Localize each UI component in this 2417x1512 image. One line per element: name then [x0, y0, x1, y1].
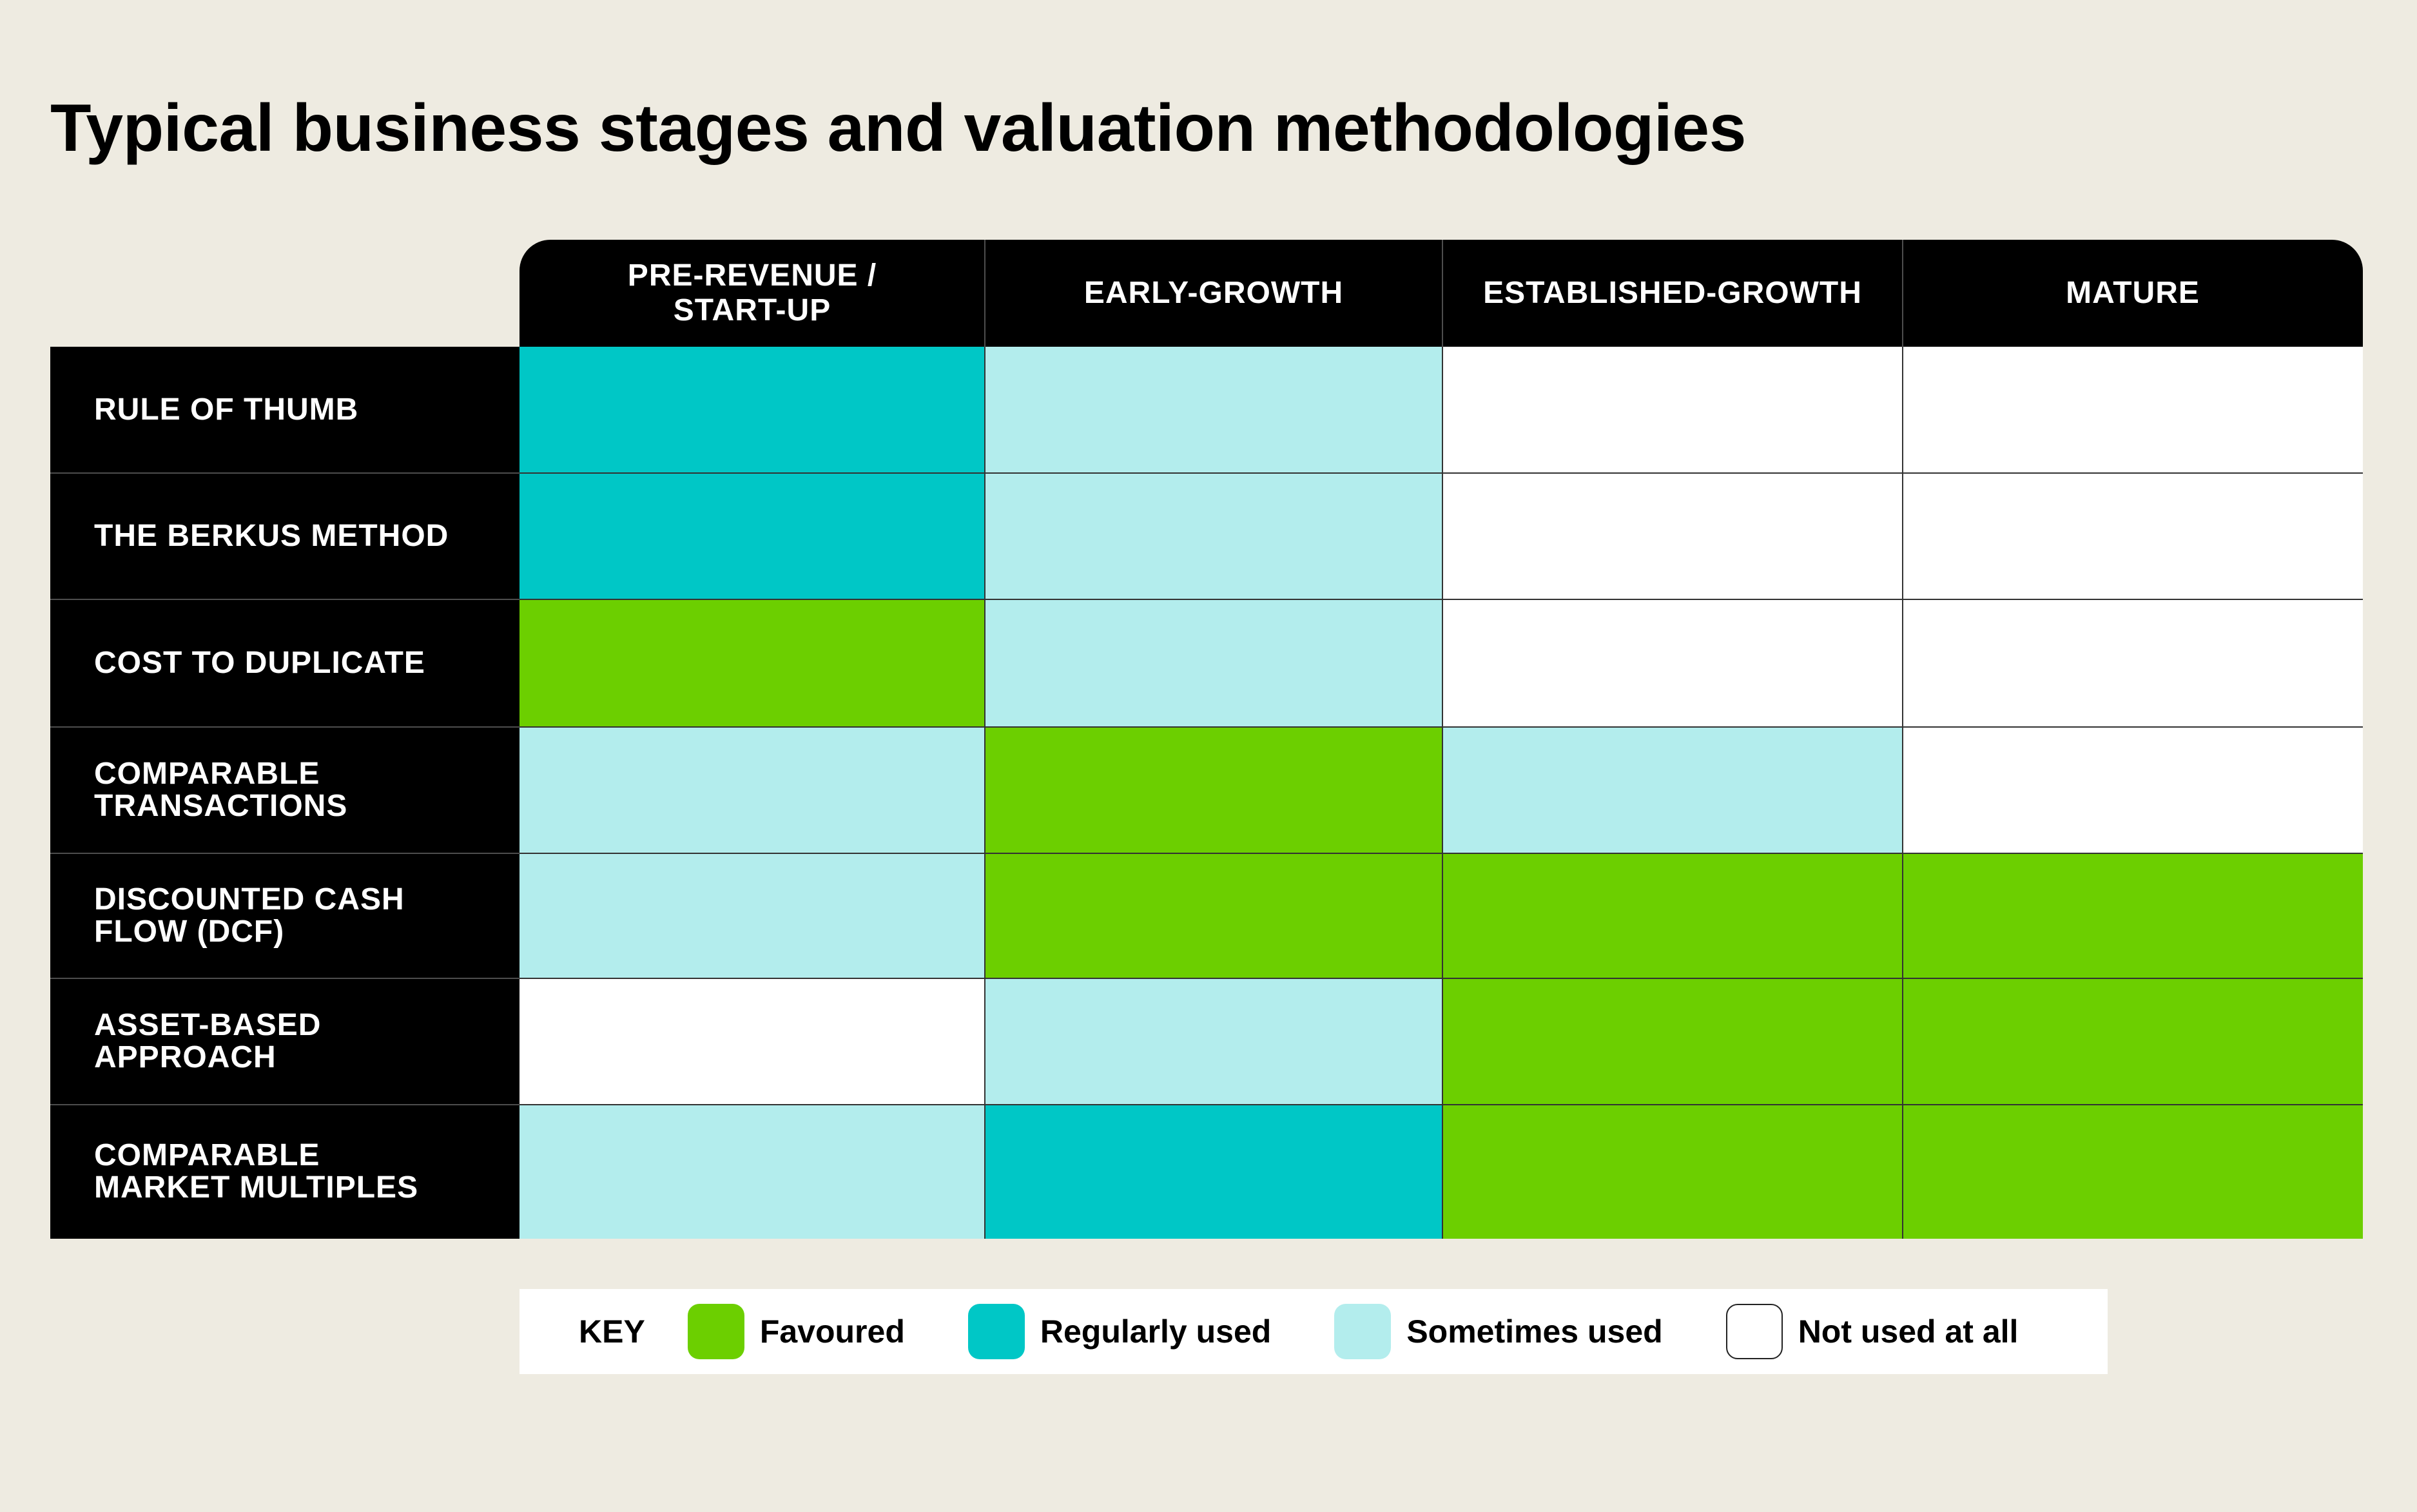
column-header-early-growth: EARLY-GROWTH: [985, 240, 1442, 347]
grid-vertical-line: [984, 347, 985, 1239]
cell-comparable-transactions-pre-revenue-start-up-sometimes: [519, 727, 985, 853]
grid-horizontal-line: [519, 1104, 2363, 1105]
legend-title: KEY: [579, 1313, 645, 1350]
legend-label-sometimes: Sometimes used: [1406, 1313, 1663, 1350]
column-header-established-growth: ESTABLISHED-GROWTH: [1442, 240, 1903, 347]
cell-discounted-cash-flow-dcf-early-growth-favoured: [985, 853, 1442, 978]
legend-label-none: Not used at all: [1798, 1313, 2019, 1350]
cell-the-berkus-method-early-growth-sometimes: [985, 473, 1442, 599]
legend-label-regular: Regularly used: [1040, 1313, 1272, 1350]
legend-item-regular: Regularly used: [967, 1304, 1272, 1359]
row-header-discounted-cash-flow-dcf: DISCOUNTED CASH FLOW (DCF): [50, 853, 519, 978]
row-header-comparable-market-multiples: COMPARABLE MARKET MULTIPLES: [50, 1105, 519, 1239]
legend-swatch-favoured: [687, 1304, 744, 1359]
legend-items: Favoured Regularly used Sometimes used Not …: [687, 1304, 2082, 1359]
cell-comparable-market-multiples-established-growth-favoured: [1442, 1105, 1903, 1239]
row-header-the-berkus-method: THE BERKUS METHOD: [50, 473, 519, 599]
row-header-divider: [50, 472, 519, 474]
cell-rule-of-thumb-established-growth-none: [1442, 347, 1903, 473]
grid-horizontal-line: [519, 726, 2363, 728]
row-header-divider: [50, 853, 519, 854]
cell-comparable-market-multiples-mature-favoured: [1903, 1105, 2363, 1239]
row-header-cost-to-duplicate: COST TO DUPLICATE: [50, 599, 519, 727]
legend-swatch-regular: [967, 1304, 1025, 1359]
row-header-asset-based-approach: ASSET-BASED APPROACH: [50, 978, 519, 1105]
cell-comparable-market-multiples-pre-revenue-start-up-sometimes: [519, 1105, 985, 1239]
grid-horizontal-line: [519, 599, 2363, 600]
legend-swatch-none: [1725, 1304, 1783, 1359]
cell-cost-to-duplicate-early-growth-sometimes: [985, 599, 1442, 727]
cell-asset-based-approach-early-growth-sometimes: [985, 978, 1442, 1105]
legend-item-none: Not used at all: [1725, 1304, 2019, 1359]
cell-comparable-transactions-established-growth-sometimes: [1442, 727, 1903, 853]
legend: KEY Favoured Regularly used Sometimes used…: [519, 1289, 2108, 1374]
chart-title: Typical business stages and valuation me…: [50, 91, 1746, 166]
cell-asset-based-approach-pre-revenue-start-up-none: [519, 978, 985, 1105]
cell-the-berkus-method-mature-none: [1903, 473, 2363, 599]
legend-swatch-sometimes: [1334, 1304, 1392, 1359]
column-header-divider: [1442, 240, 1443, 347]
grid-horizontal-line: [519, 978, 2363, 979]
column-header-divider: [984, 240, 985, 347]
grid-horizontal-line: [519, 853, 2363, 854]
cell-comparable-market-multiples-early-growth-regular: [985, 1105, 1442, 1239]
legend-item-sometimes: Sometimes used: [1334, 1304, 1663, 1359]
cell-cost-to-duplicate-mature-none: [1903, 599, 2363, 727]
cell-comparable-transactions-early-growth-favoured: [985, 727, 1442, 853]
legend-label-favoured: Favoured: [759, 1313, 905, 1350]
row-header-divider: [50, 726, 519, 728]
cell-rule-of-thumb-early-growth-sometimes: [985, 347, 1442, 473]
row-header-rule-of-thumb: RULE OF THUMB: [50, 347, 519, 473]
cell-asset-based-approach-established-growth-favoured: [1442, 978, 1903, 1105]
row-header-comparable-transactions: COMPARABLE TRANSACTIONS: [50, 727, 519, 853]
row-header-divider: [50, 978, 519, 979]
grid-vertical-line: [1902, 347, 1903, 1239]
cell-cost-to-duplicate-pre-revenue-start-up-favoured: [519, 599, 985, 727]
cell-comparable-transactions-mature-none: [1903, 727, 2363, 853]
cell-discounted-cash-flow-dcf-pre-revenue-start-up-sometimes: [519, 853, 985, 978]
cell-the-berkus-method-established-growth-none: [1442, 473, 1903, 599]
row-header-divider: [50, 599, 519, 600]
column-header-pre-revenue-start-up: PRE-REVENUE / START-UP: [519, 240, 985, 347]
cell-the-berkus-method-pre-revenue-start-up-regular: [519, 473, 985, 599]
grid-horizontal-line: [519, 472, 2363, 474]
cell-rule-of-thumb-mature-none: [1903, 347, 2363, 473]
cell-cost-to-duplicate-established-growth-none: [1442, 599, 1903, 727]
grid-vertical-line: [1442, 347, 1443, 1239]
column-header-divider: [1902, 240, 1903, 347]
cell-discounted-cash-flow-dcf-established-growth-favoured: [1442, 853, 1903, 978]
legend-item-favoured: Favoured: [687, 1304, 905, 1359]
cell-discounted-cash-flow-dcf-mature-favoured: [1903, 853, 2363, 978]
column-header-mature: MATURE: [1903, 240, 2363, 347]
row-header-divider: [50, 1104, 519, 1105]
cell-asset-based-approach-mature-favoured: [1903, 978, 2363, 1105]
cell-rule-of-thumb-pre-revenue-start-up-regular: [519, 347, 985, 473]
